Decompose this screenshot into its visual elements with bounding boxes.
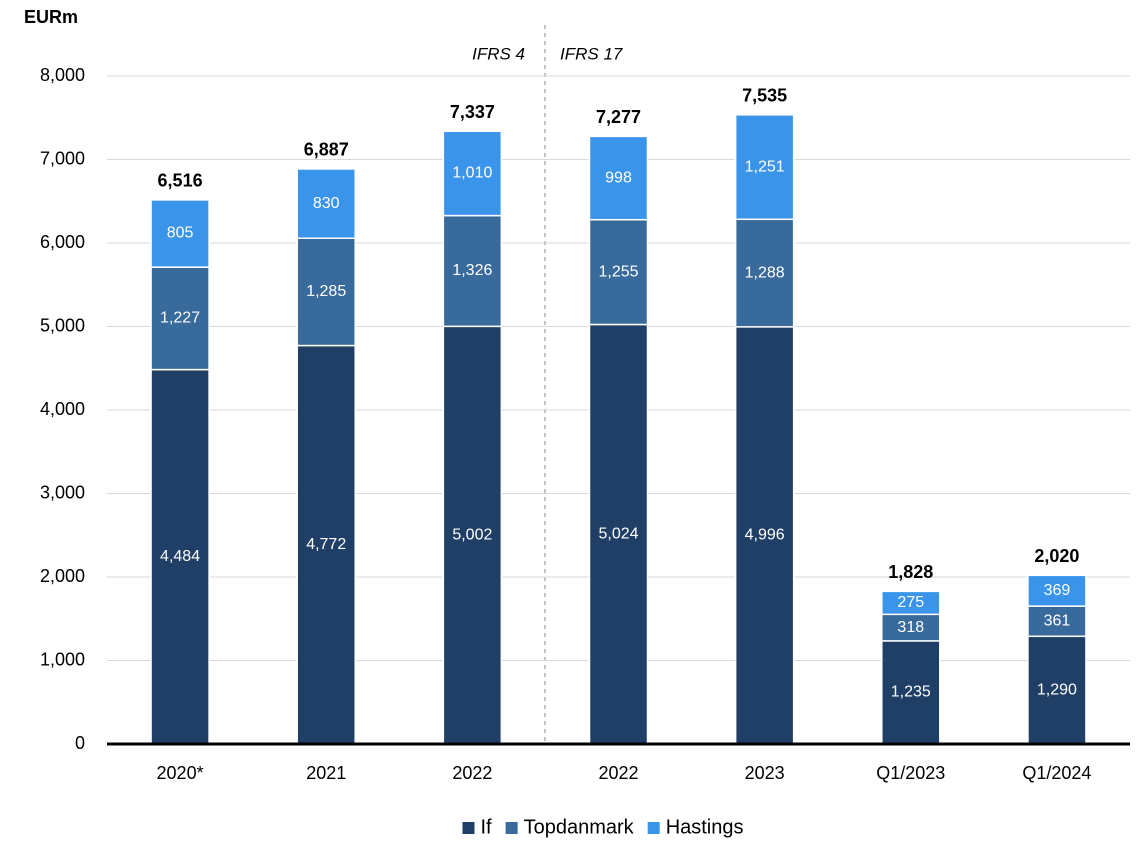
bar-segment [442,214,503,328]
annotation: IFRS 4 [472,44,525,63]
value-label: 318 [897,619,924,636]
y-tick-label: 0 [75,733,85,753]
bar-segment [1027,605,1087,638]
annotation: IFRS 17 [560,44,623,63]
bar-segment [734,218,795,328]
value-label: 998 [605,169,632,186]
legend-label: If [481,816,493,838]
value-label: 5,002 [452,526,492,543]
y-tick-label: 6,000 [40,232,85,252]
bar-segment [588,323,649,745]
bar-segment [150,266,210,371]
value-label: 1,290 [1037,681,1077,698]
y-tick-label: 2,000 [40,566,85,586]
bar-segment [881,590,941,616]
y-tick-label: 5,000 [40,315,85,335]
value-label: 369 [1044,582,1071,599]
total-label: 7,277 [596,107,641,127]
bar-segment [1027,574,1087,607]
y-tick-label: 1,000 [40,649,85,669]
value-label: 361 [1044,612,1071,629]
bar-segment [296,168,356,239]
bar-segment [1027,635,1087,745]
total-label: 7,337 [450,102,495,122]
legend-swatch [462,822,475,834]
y-tick-label: 8,000 [40,65,85,85]
value-label: 1,288 [745,264,785,281]
total-label: 1,828 [888,562,933,582]
value-label: 5,024 [598,525,638,542]
y-tick-label: 7,000 [40,148,85,168]
bar-segment [734,114,795,221]
value-label: 1,326 [452,262,492,279]
bar-segment [442,130,503,217]
bar-segment [150,368,210,745]
y-axis-label: EURm [24,7,78,27]
y-tick-label: 4,000 [40,399,85,419]
value-label: 4,996 [745,527,785,544]
value-label: 1,255 [598,263,638,280]
bar-segment [881,613,941,642]
value-label: 4,772 [306,536,346,553]
x-tick-label: 2022 [452,763,492,783]
x-tick-label: Q1/2024 [1022,763,1091,783]
value-label: 1,227 [160,310,200,327]
total-label: 2,020 [1034,546,1079,566]
x-tick-label: 2023 [745,763,785,783]
value-label: 1,010 [452,165,492,182]
value-label: 1,285 [306,283,346,300]
value-label: 805 [167,225,194,242]
legend-label: Hastings [666,816,744,838]
x-tick-label: 2020* [157,763,204,783]
value-label: 830 [313,195,340,212]
total-label: 7,535 [742,86,787,106]
legend-swatch [647,822,660,834]
bar-segment [150,199,210,268]
value-label: 275 [897,594,924,611]
bar-segment [734,326,795,745]
legend-swatch [505,822,518,834]
bar-segment [588,135,649,221]
x-tick-label: 2022 [598,763,638,783]
y-tick-label: 3,000 [40,482,85,502]
value-label: 4,484 [160,548,200,565]
total-label: 6,887 [304,140,349,160]
legend-label: Topdanmark [524,816,635,838]
value-label: 1,251 [745,158,785,175]
x-tick-label: 2021 [306,763,346,783]
bar-segment [881,640,941,745]
total-label: 6,516 [158,171,203,191]
value-label: 1,235 [891,684,931,701]
x-tick-label: Q1/2023 [876,763,945,783]
